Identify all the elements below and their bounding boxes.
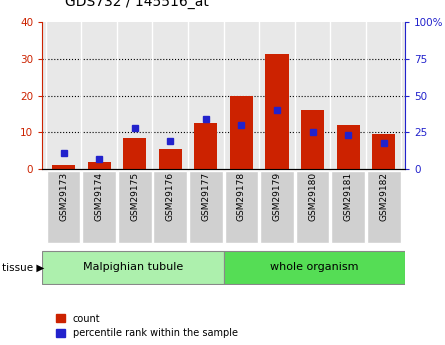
Text: GSM29181: GSM29181 — [344, 172, 352, 221]
FancyBboxPatch shape — [331, 170, 365, 244]
Text: GSM29175: GSM29175 — [130, 172, 139, 221]
Bar — [159, 149, 182, 169]
FancyBboxPatch shape — [154, 170, 187, 244]
FancyBboxPatch shape — [189, 170, 223, 244]
Text: GSM29182: GSM29182 — [379, 172, 388, 221]
Bar — [123, 138, 146, 169]
Text: tissue ▶: tissue ▶ — [2, 263, 44, 272]
Bar — [88, 162, 111, 169]
Text: GSM29174: GSM29174 — [95, 172, 104, 221]
Text: GSM29176: GSM29176 — [166, 172, 175, 221]
Bar — [230, 96, 253, 169]
FancyBboxPatch shape — [224, 251, 405, 284]
Legend: count, percentile rank within the sample: count, percentile rank within the sample — [56, 314, 238, 338]
Text: whole organism: whole organism — [270, 263, 359, 272]
Text: GSM29173: GSM29173 — [59, 172, 68, 221]
FancyBboxPatch shape — [118, 170, 152, 244]
Bar — [336, 125, 360, 169]
FancyBboxPatch shape — [295, 170, 329, 244]
FancyBboxPatch shape — [47, 170, 81, 244]
Text: GSM29178: GSM29178 — [237, 172, 246, 221]
FancyBboxPatch shape — [42, 251, 224, 284]
Text: GSM29180: GSM29180 — [308, 172, 317, 221]
Bar — [372, 134, 395, 169]
Text: Malpighian tubule: Malpighian tubule — [83, 263, 183, 272]
FancyBboxPatch shape — [367, 170, 401, 244]
Bar — [301, 110, 324, 169]
Bar — [265, 53, 288, 169]
Text: GSM29177: GSM29177 — [201, 172, 210, 221]
Bar — [194, 123, 218, 169]
Text: GSM29179: GSM29179 — [272, 172, 281, 221]
FancyBboxPatch shape — [260, 170, 294, 244]
FancyBboxPatch shape — [224, 170, 258, 244]
Text: GDS732 / 145516_at: GDS732 / 145516_at — [65, 0, 208, 9]
Bar — [52, 165, 75, 169]
FancyBboxPatch shape — [82, 170, 116, 244]
